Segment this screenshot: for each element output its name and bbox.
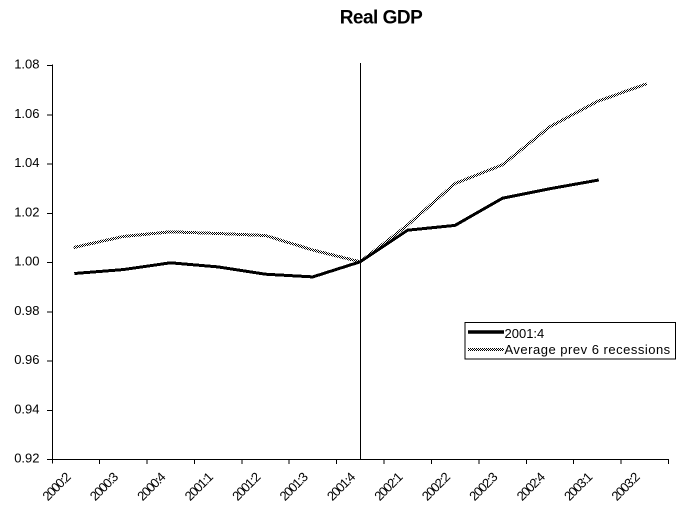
svg-text:2002:1: 2002:1 (371, 469, 405, 503)
svg-text:2003:2: 2003:2 (608, 469, 642, 503)
svg-text:Real GDP: Real GDP (340, 8, 423, 29)
svg-text:Average prev 6 recessions: Average prev 6 recessions (505, 342, 671, 357)
svg-text:2000:4: 2000:4 (134, 469, 168, 503)
svg-text:1.00: 1.00 (14, 254, 39, 269)
svg-text:0.96: 0.96 (14, 352, 39, 367)
svg-text:2001:1: 2001:1 (182, 469, 216, 503)
svg-text:2001:4: 2001:4 (324, 469, 358, 503)
svg-text:2000:2: 2000:2 (39, 469, 73, 503)
svg-text:0.92: 0.92 (14, 451, 39, 466)
svg-text:2000:3: 2000:3 (87, 469, 121, 503)
svg-text:0.94: 0.94 (14, 401, 39, 416)
svg-text:2002:3: 2002:3 (466, 469, 500, 503)
svg-text:0.98: 0.98 (14, 303, 39, 318)
svg-text:2002:2: 2002:2 (419, 469, 453, 503)
svg-text:1.04: 1.04 (14, 155, 39, 170)
svg-text:1.06: 1.06 (14, 106, 39, 121)
svg-text:2001:3: 2001:3 (276, 469, 310, 503)
svg-text:1.08: 1.08 (14, 57, 39, 72)
svg-text:2001:2: 2001:2 (229, 469, 263, 503)
svg-text:2002:4: 2002:4 (514, 469, 548, 503)
svg-text:1.02: 1.02 (14, 204, 39, 219)
svg-text:2001:4: 2001:4 (505, 326, 545, 341)
svg-text:2003:1: 2003:1 (561, 469, 595, 503)
